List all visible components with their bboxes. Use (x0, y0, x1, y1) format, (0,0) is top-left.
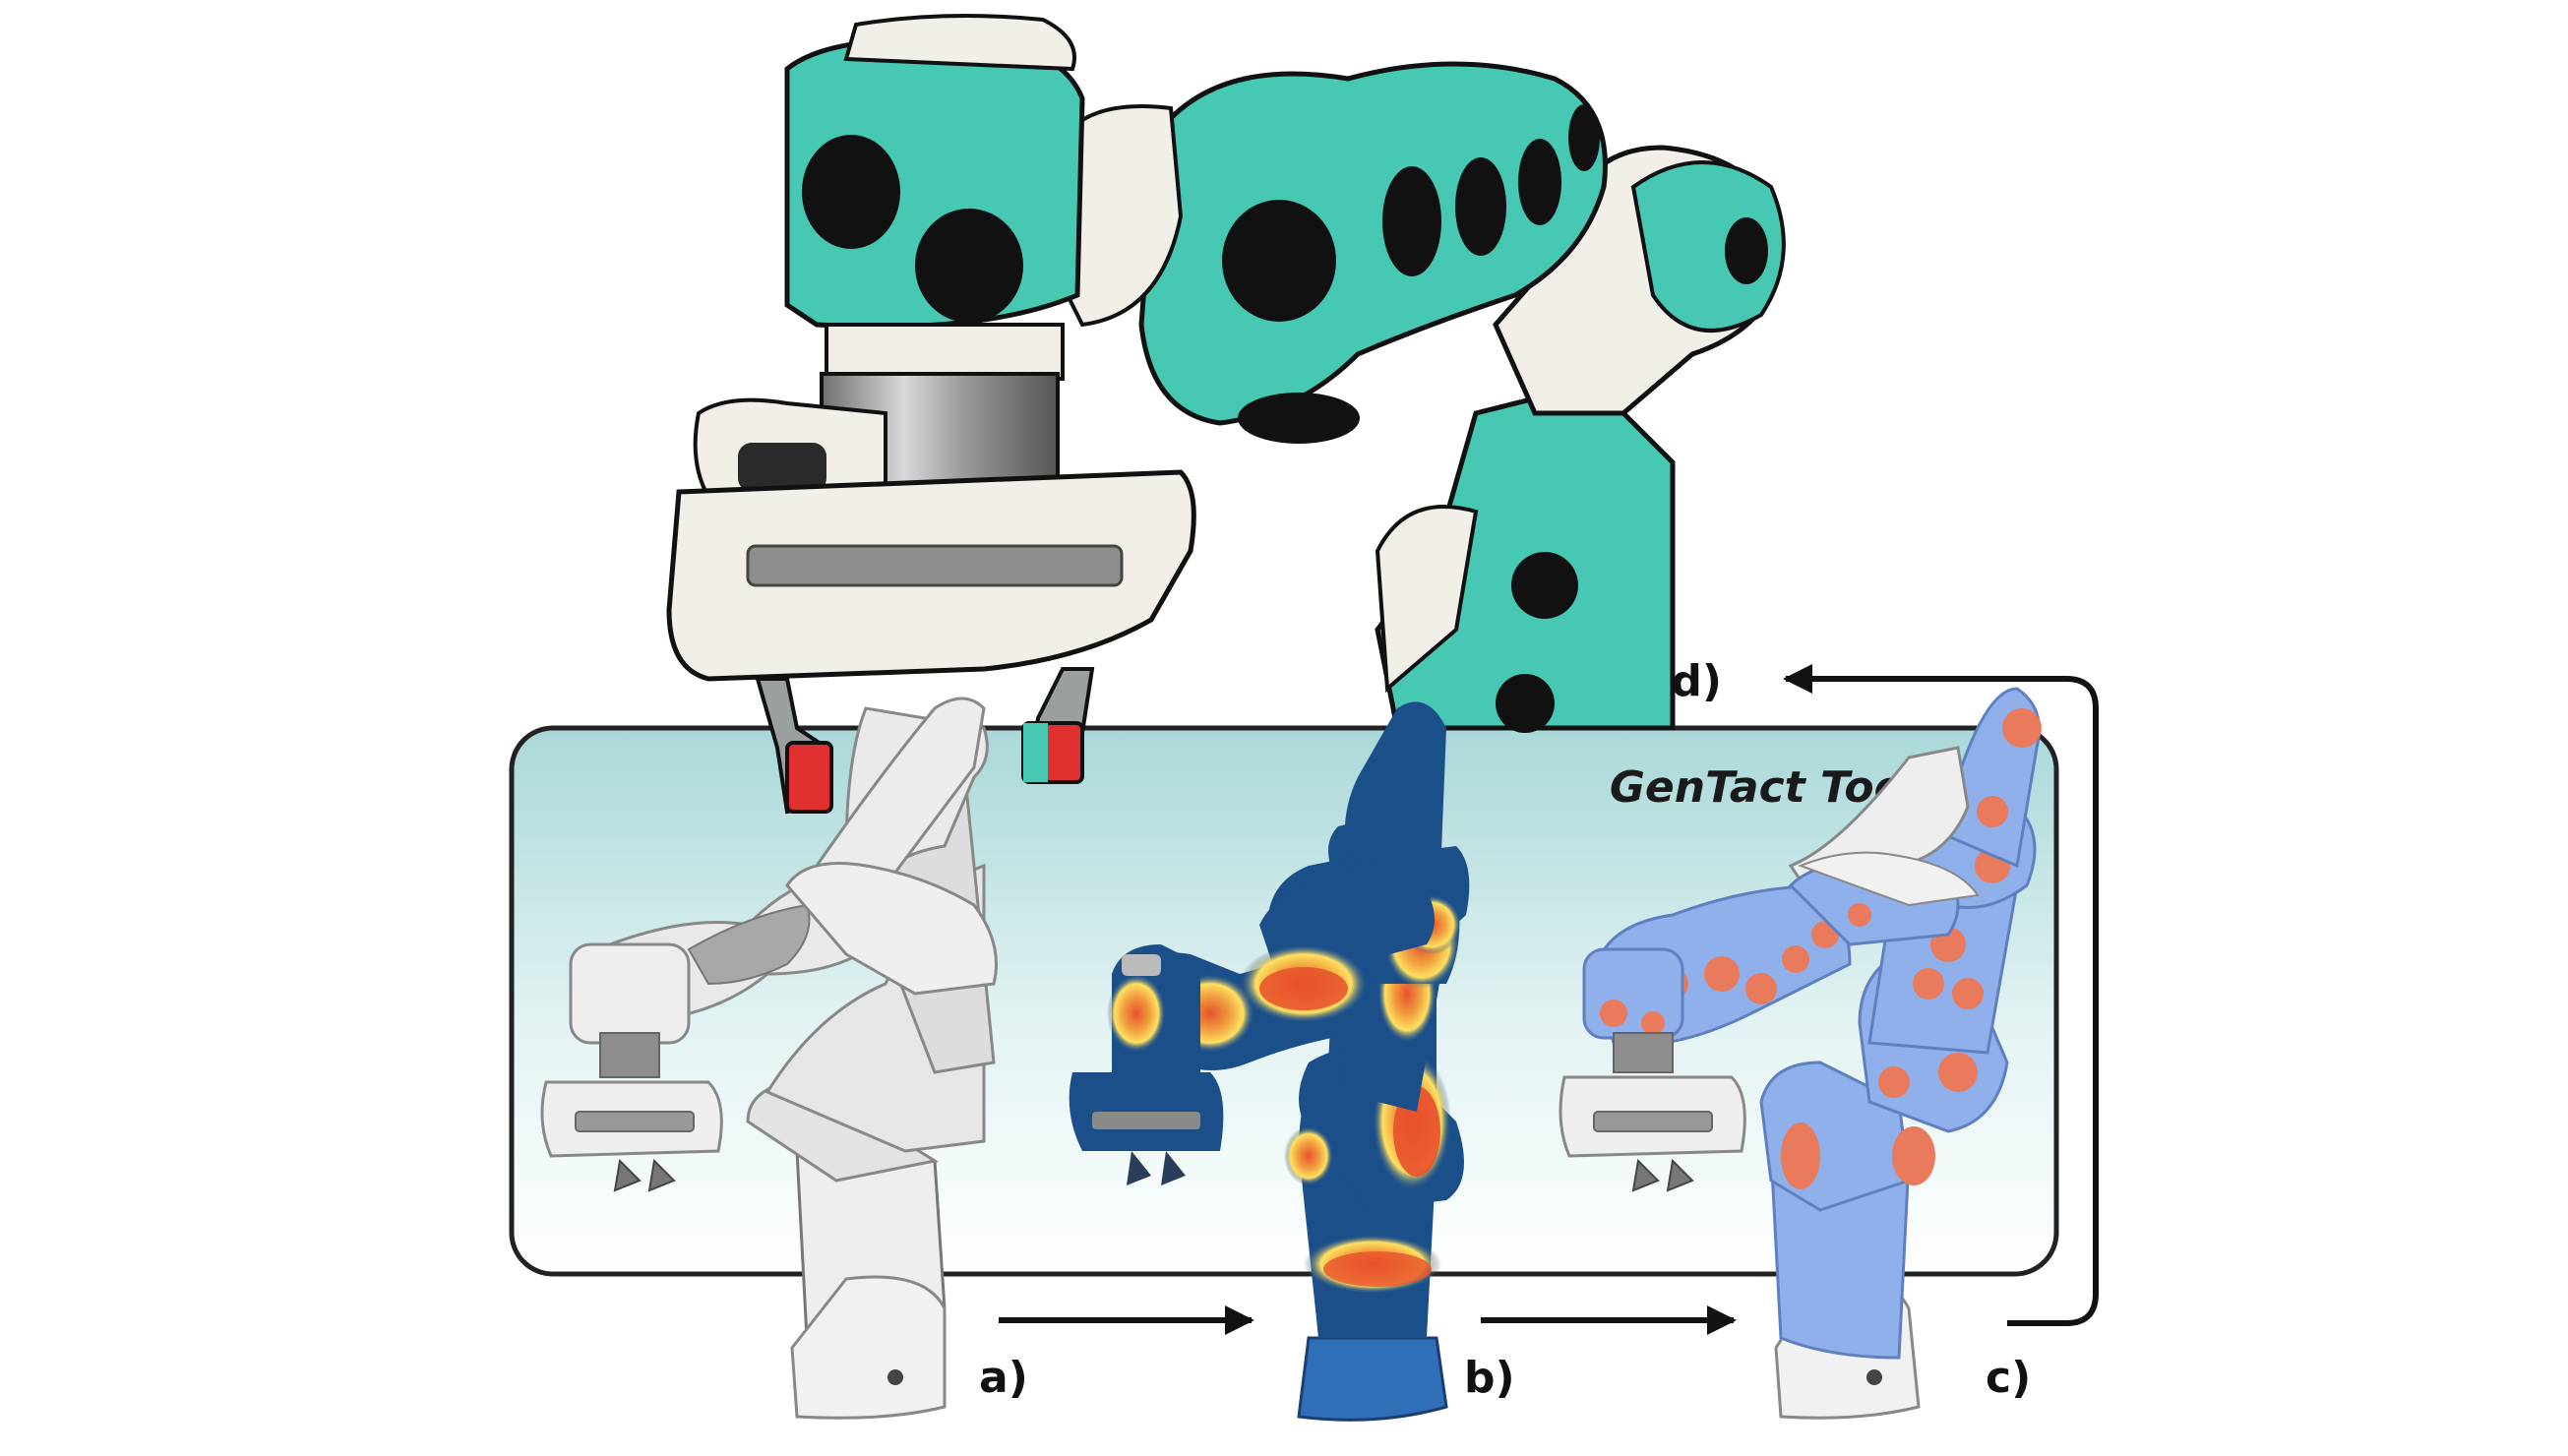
step-label-b: b) (1464, 1353, 1515, 1403)
robot-arm-plain-icon (540, 697, 998, 1420)
step-label-a: a) (979, 1353, 1028, 1403)
robot-arm-sensor-layout-icon (1559, 687, 2042, 1420)
step-label-d: d) (1671, 656, 1722, 706)
arrow-c-to-d-feedback (1783, 664, 2099, 1326)
robot-arm-physical-skin-photo (666, 14, 1786, 815)
step-label-c: c) (1986, 1353, 2031, 1403)
robot-arm-heatmap-icon (1069, 701, 1470, 1422)
